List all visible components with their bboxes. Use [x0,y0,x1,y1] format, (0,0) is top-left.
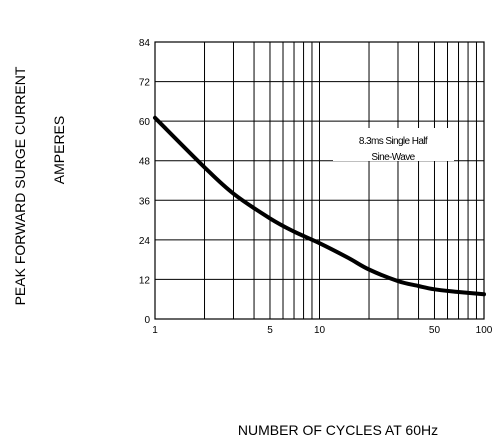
y-tick-label-48: 48 [139,157,151,168]
x-axis-title: NUMBER OF CYCLES AT 60Hz [238,422,438,438]
annotation-line-1: 8.3ms Single Half [359,136,428,147]
y-tick-label-84: 84 [139,38,151,49]
y-tick-label-60: 60 [139,117,151,128]
x-tick-label-5: 5 [267,325,273,336]
y-tick-label-72: 72 [139,78,151,89]
y-tick-label-0: 0 [144,315,150,326]
y-axis-title-line-2: AMPERES [51,116,67,184]
y-tick-labels: 0 12 24 36 48 60 72 84 [139,38,151,326]
x-tick-labels: 1 5 10 50 100 [152,325,493,336]
plot-frame [154,41,485,320]
x-tick-label-50: 50 [429,325,441,336]
y-tick-label-12: 12 [139,275,151,286]
x-tick-label-10: 10 [314,325,326,336]
annotation-box [333,128,454,161]
x-tick-label-1: 1 [152,325,158,336]
series-line [153,115,486,297]
y-tick-label-24: 24 [139,236,151,247]
x-tick-label-100: 100 [476,325,493,336]
x-gridlines [154,42,485,319]
y-axis-title-line-1: PEAK FORWARD SURGE CURRENT [12,66,28,305]
annotation-line-2: Sine-Wave [371,152,415,163]
annotation: 8.3ms Single Half Sine-Wave [333,128,454,163]
y-tick-label-36: 36 [139,196,151,207]
